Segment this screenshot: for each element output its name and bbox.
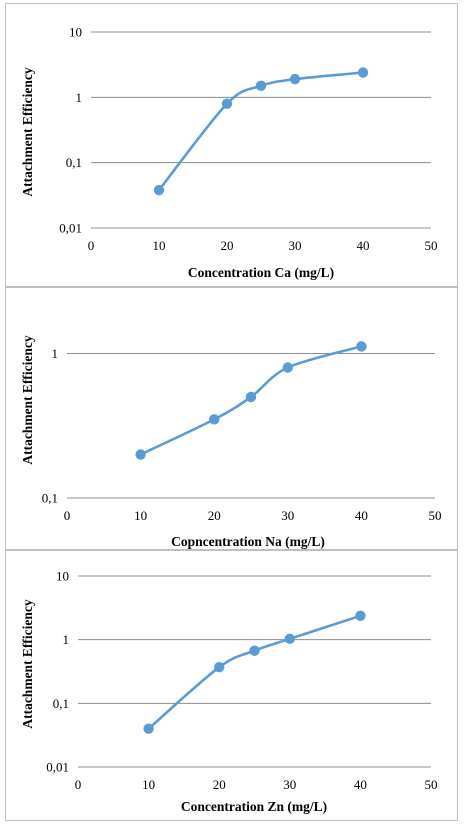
chart-ca: Attachment Efficiency Concentration Ca (… (20, 25, 438, 281)
x-tick-label: 40 (357, 238, 370, 253)
data-point (357, 67, 369, 78)
y-tick-label: 0,01 (46, 760, 69, 775)
data-point (356, 341, 367, 352)
data-point (221, 98, 233, 109)
x-tick-label: 50 (429, 508, 442, 523)
data-point (135, 449, 146, 460)
data-point (282, 362, 293, 373)
y-tick-label: 0,1 (53, 696, 69, 711)
x-axis-label: Copncentration Na (mg/L) (171, 534, 325, 549)
y-axis-label: Attachment Efficiency (20, 67, 35, 197)
y-tick-label: 10 (69, 25, 82, 40)
x-tick-label: 50 (425, 777, 438, 792)
data-point (249, 645, 260, 656)
y-tick-label: 1 (52, 346, 59, 361)
y-tick-label: 0,01 (59, 221, 82, 236)
x-axis-label: Concentration Zn (mg/L) (181, 799, 327, 814)
data-point (214, 661, 225, 673)
data-point (355, 610, 366, 622)
series-line (147, 614, 361, 730)
data-point (284, 633, 295, 645)
data-point (255, 80, 267, 92)
x-tick-label: 40 (355, 508, 368, 523)
y-tick-label: 1 (76, 90, 83, 105)
x-tick-label: 20 (213, 777, 226, 792)
data-point (289, 73, 301, 85)
data-point (143, 723, 154, 734)
data-point (245, 391, 257, 403)
x-tick-label: 20 (208, 508, 221, 523)
chart-na: Attachment Efficiency Copncentration Na … (20, 335, 442, 549)
chart-zn: Attachment Efficiency Concentration Zn (… (20, 569, 438, 815)
x-tick-label: 0 (64, 508, 71, 523)
x-tick-label: 40 (354, 777, 367, 792)
x-tick-label: 50 (425, 238, 438, 253)
x-axis-label: Concentration Ca (mg/L) (188, 265, 334, 280)
y-axis-label: Attachment Efficiency (20, 599, 35, 729)
x-tick-label: 10 (153, 238, 166, 253)
chart-panel-ca: Attachment Efficiency Concentration Ca (… (5, 3, 458, 287)
x-tick-label: 30 (281, 508, 294, 523)
x-tick-label: 0 (88, 238, 95, 253)
x-tick-label: 0 (75, 777, 82, 792)
x-tick-label: 10 (142, 777, 155, 792)
chart-panel-na: Attachment Efficiency Copncentration Na … (5, 287, 458, 550)
y-tick-label: 0,1 (66, 155, 82, 170)
y-tick-label: 0,1 (42, 491, 58, 506)
y-tick-label: 1 (63, 632, 70, 647)
y-tick-label: 10 (56, 569, 69, 584)
x-tick-label: 10 (134, 508, 147, 523)
chart-panel-zn: Attachment Efficiency Concentration Zn (… (5, 550, 458, 821)
x-tick-label: 30 (283, 777, 296, 792)
x-tick-label: 30 (289, 238, 302, 253)
data-point (209, 414, 220, 425)
data-point (153, 184, 165, 196)
y-axis-label: Attachment Efficiency (20, 335, 35, 465)
x-tick-label: 20 (221, 238, 234, 253)
